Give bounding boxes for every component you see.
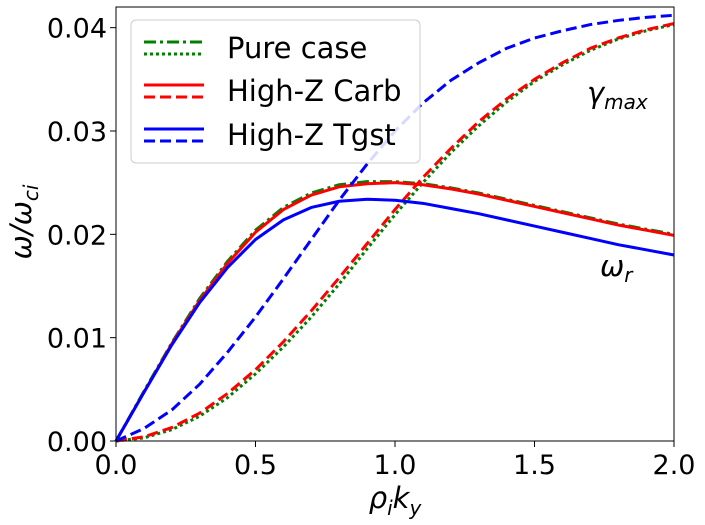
x-tick-label: 1.0 (374, 450, 417, 481)
legend-label-tgst: High-Z Tgst (227, 118, 396, 152)
ticks-layer: 0.0 0.5 1.0 1.5 2.0 0.00 0.01 0.02 0.03 0.04 (47, 14, 696, 481)
y-tick-label: 0.00 (47, 427, 107, 458)
series-line-4 (114, 197, 675, 442)
legend-label-pure: Pure case (227, 31, 367, 65)
legend-label-carb: High-Z Carb (227, 74, 402, 108)
annotation-omega-r: ωr (600, 249, 634, 287)
x-axis-label: ρiky (369, 481, 423, 520)
x-tick-label: 0.0 (95, 450, 138, 481)
legend-box (130, 19, 421, 164)
x-tick-label: 2.0 (653, 450, 696, 481)
legend: Pure case High-Z Carb High-Z Tgst (130, 19, 421, 164)
x-tick-label: 1.5 (513, 450, 556, 481)
series-line-3 (115, 22, 675, 443)
series-line-0 (114, 180, 675, 442)
y-tick-label: 0.04 (47, 14, 107, 45)
y-tick-label: 0.02 (47, 220, 107, 251)
x-tick-label: 0.5 (234, 450, 277, 481)
y-tick-label: 0.03 (47, 117, 107, 148)
annotation-gamma-max: γmax (587, 76, 648, 114)
series-line-2 (114, 181, 675, 442)
y-tick-label: 0.01 (47, 324, 107, 355)
y-axis-label: ω/ωci (4, 184, 43, 259)
